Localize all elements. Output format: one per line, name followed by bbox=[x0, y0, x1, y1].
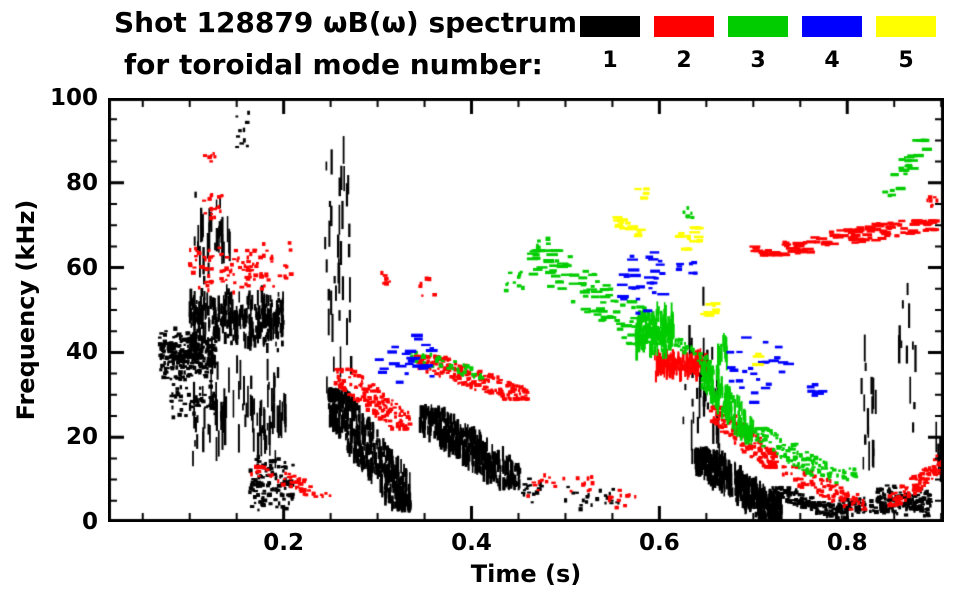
y-tick-label: 60 bbox=[65, 254, 98, 281]
y-axis-label: Frequency (kHz) bbox=[12, 199, 40, 421]
legend-item-n1: 1 bbox=[580, 16, 640, 73]
plot-canvas bbox=[108, 98, 944, 522]
x-tick-label: 0.2 bbox=[263, 530, 305, 556]
chart-subtitle: for toroidal mode number: bbox=[124, 48, 543, 81]
legend-item-n2: 2 bbox=[654, 16, 714, 73]
legend-color-swatch bbox=[654, 16, 714, 37]
y-tick-label: 100 bbox=[49, 85, 98, 111]
chart-title: Shot 128879 ωB(ω) spectrum bbox=[114, 6, 578, 39]
legend: 1 2 3 4 5 bbox=[580, 16, 936, 73]
legend-mode-number: 1 bbox=[602, 48, 618, 73]
legend-item-n4: 4 bbox=[802, 16, 862, 73]
legend-mode-number: 2 bbox=[676, 48, 692, 73]
legend-mode-number: 3 bbox=[750, 48, 766, 73]
y-tick-label: 0 bbox=[81, 509, 98, 535]
legend-mode-number: 4 bbox=[824, 48, 840, 73]
y-tick-label: 20 bbox=[65, 424, 98, 451]
x-tick-label: 0.4 bbox=[451, 530, 492, 556]
legend-color-swatch bbox=[580, 16, 640, 37]
legend-mode-number: 5 bbox=[898, 48, 914, 73]
y-tick-label: 40 bbox=[65, 339, 98, 366]
x-axis-label: Time (s) bbox=[470, 560, 582, 588]
legend-color-swatch bbox=[876, 16, 936, 37]
x-tick-label: 0.6 bbox=[639, 530, 680, 556]
legend-item-n5: 5 bbox=[876, 16, 936, 73]
x-tick-label: 0.8 bbox=[826, 530, 868, 556]
legend-item-n3: 3 bbox=[728, 16, 788, 73]
legend-color-swatch bbox=[728, 16, 788, 37]
legend-color-swatch bbox=[802, 16, 862, 37]
y-tick-label: 80 bbox=[65, 169, 98, 196]
